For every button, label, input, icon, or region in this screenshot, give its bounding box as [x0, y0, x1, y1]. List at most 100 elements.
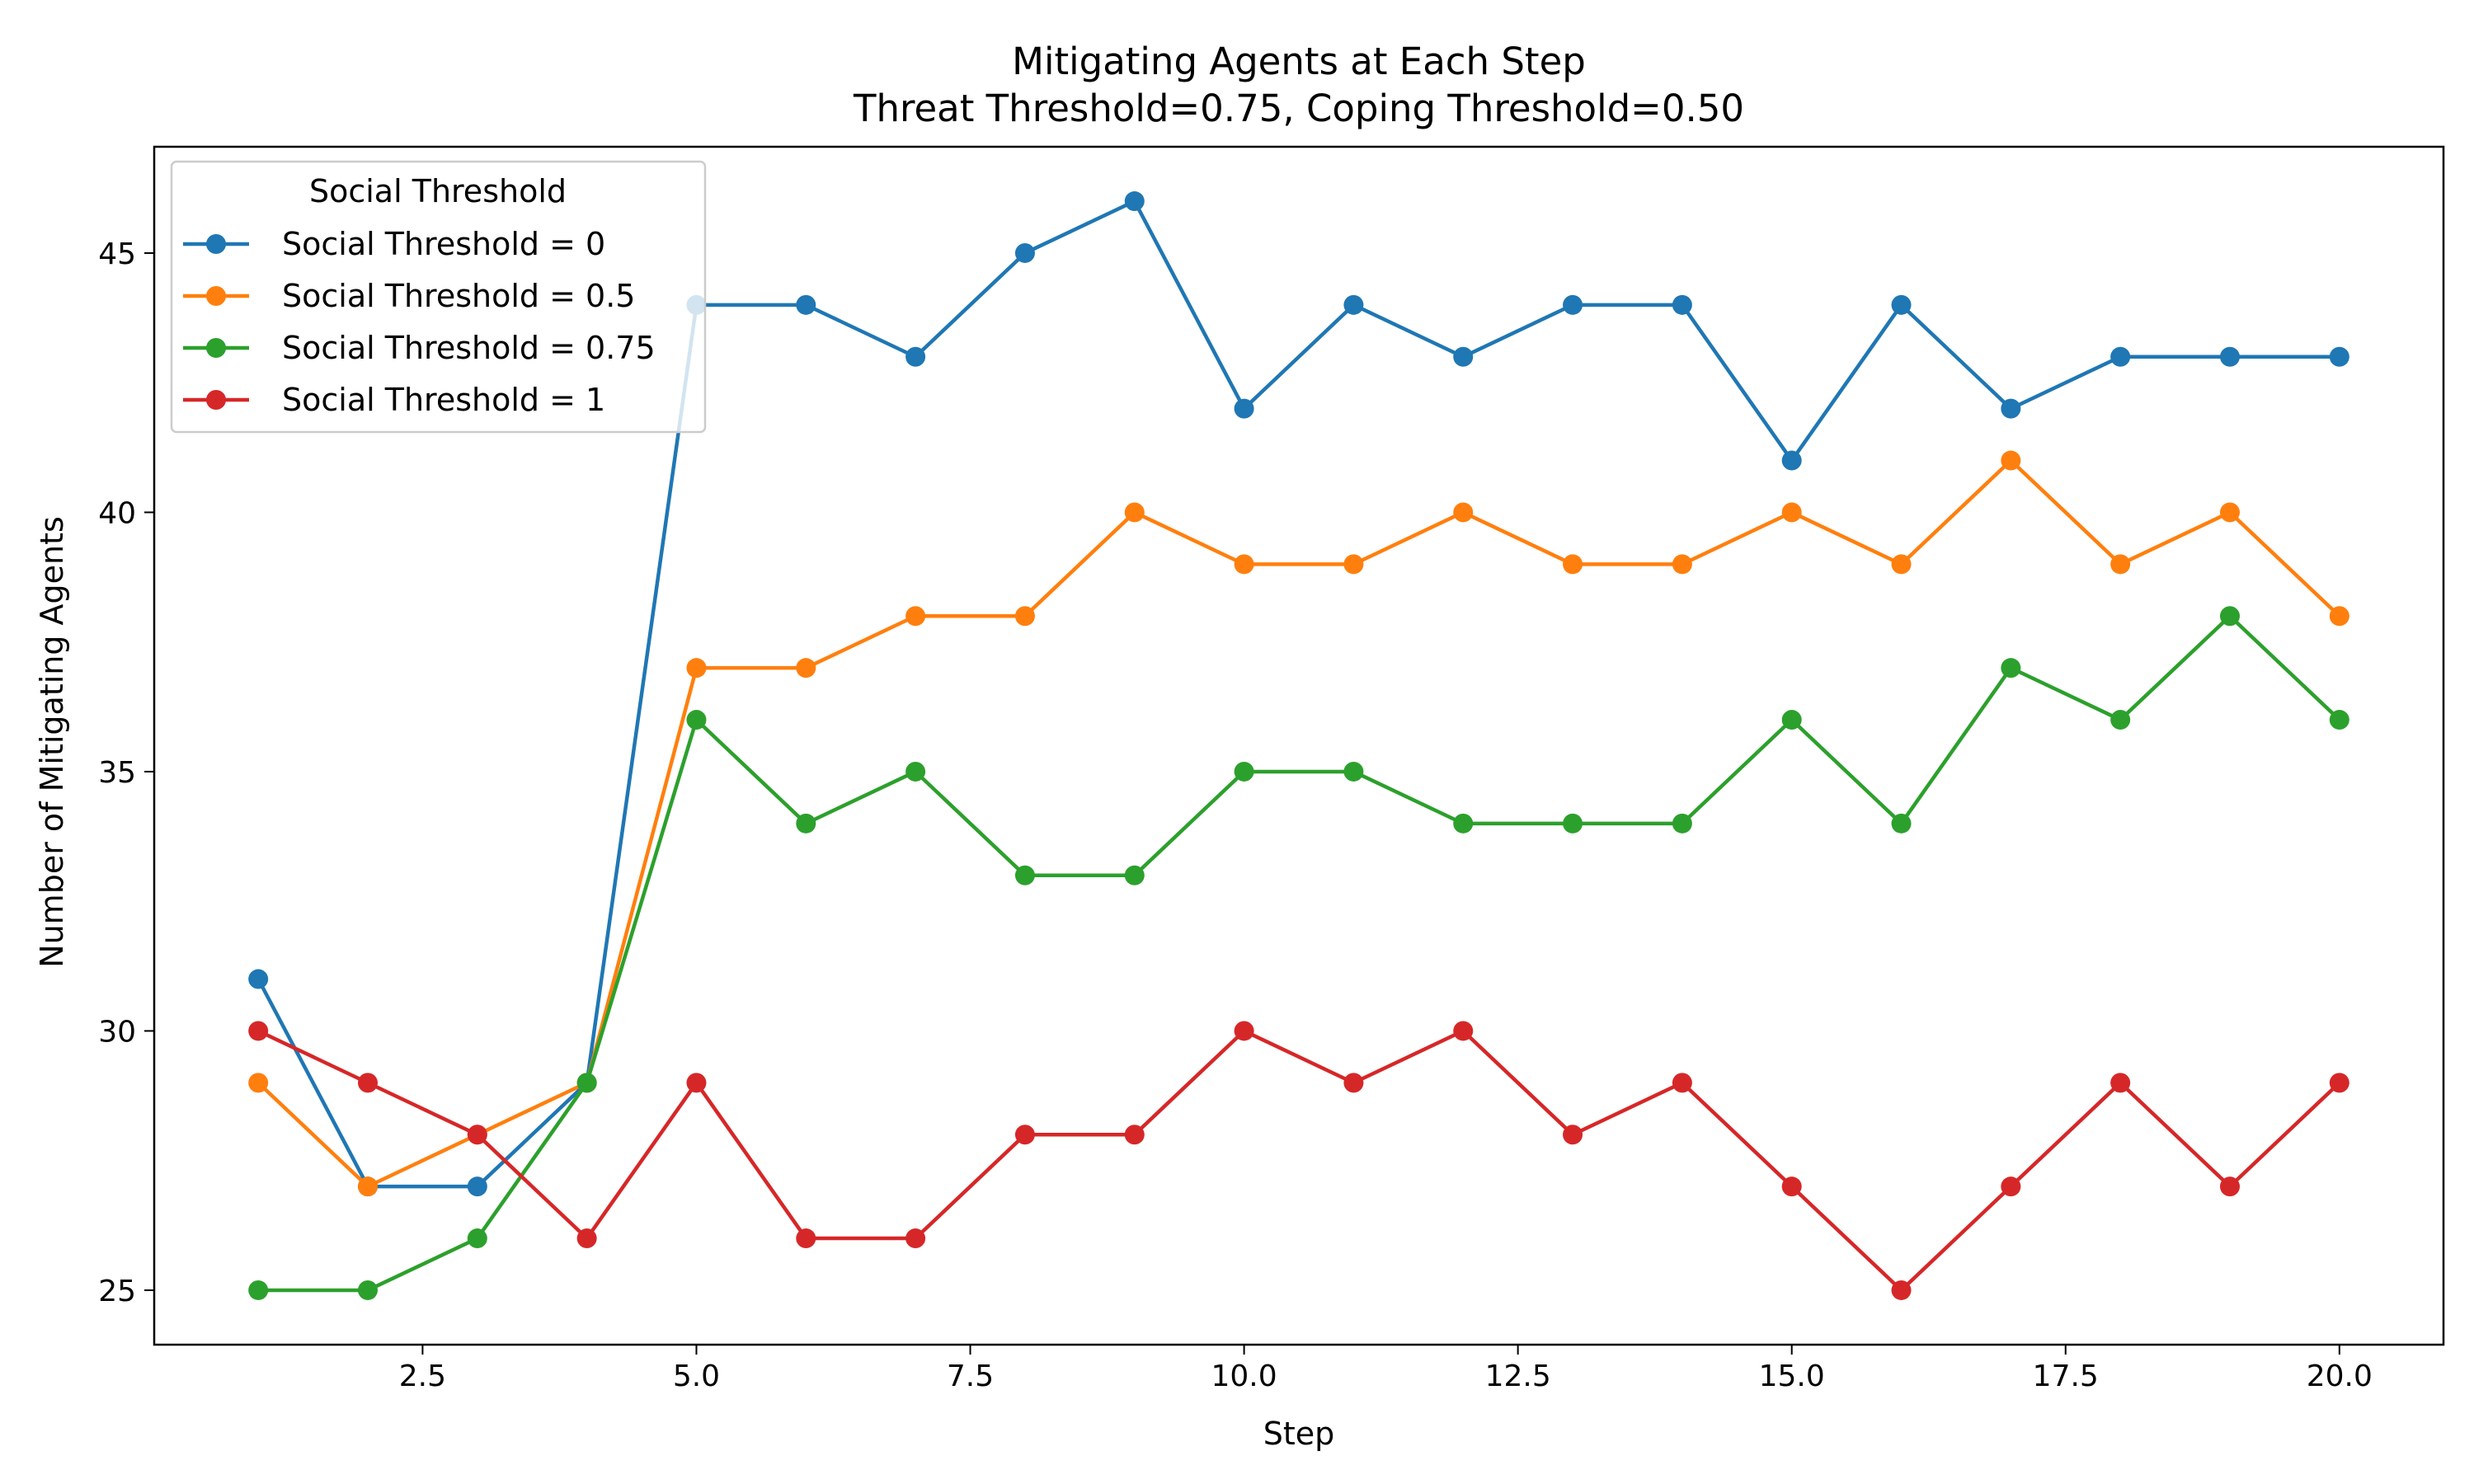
data-point [1781, 1176, 1802, 1197]
data-point [576, 1073, 597, 1093]
legend-entry: Social Threshold = 0 [183, 226, 605, 262]
data-point [248, 1073, 269, 1093]
data-point [2219, 1176, 2240, 1197]
axis-ticks: 2.5 5.0 7.5 10.0 12.5 15.0 17.5 20.0 25 30 35 40 45 [98, 237, 2373, 1393]
x-tick-label: 17.5 [2033, 1360, 2099, 1393]
y-tick-label: 25 [98, 1275, 136, 1308]
data-point [2329, 606, 2349, 627]
legend-marker [206, 234, 226, 254]
y-tick-label: 40 [98, 496, 136, 530]
data-point [1563, 294, 1583, 315]
data-point [2110, 1073, 2131, 1093]
chart-title: Mitigating Agents at Each Step [1012, 40, 1586, 83]
series-line [255, 458, 2343, 1189]
x-tick-label: 12.5 [1485, 1360, 1551, 1393]
x-tick-label: 10.0 [1211, 1360, 1277, 1393]
series-line [256, 199, 2342, 1189]
data-point [796, 658, 816, 679]
data-point [1014, 242, 1035, 263]
data-point [2329, 710, 2349, 730]
data-point [2329, 1073, 2349, 1093]
data-point [1014, 1125, 1035, 1145]
data-point [905, 1228, 926, 1249]
data-point [2001, 450, 2021, 471]
x-axis-label: Step [1263, 1416, 1335, 1452]
data-point [248, 969, 269, 989]
data-point [1234, 554, 1254, 575]
data-point [2001, 1176, 2021, 1197]
data-point [1563, 813, 1583, 834]
legend-label: Social Threshold = 0.75 [282, 330, 656, 366]
data-point [2110, 346, 2131, 367]
data-point [2329, 346, 2349, 367]
data-point [1343, 761, 1364, 782]
data-point [248, 1021, 269, 1041]
legend: Social Threshold Social Threshold = 0Soc… [170, 160, 707, 434]
data-point [1781, 710, 1802, 730]
data-point [467, 1176, 487, 1197]
data-point [796, 294, 816, 315]
data-point [1672, 813, 1692, 834]
data-point [2219, 606, 2240, 627]
data-point [2110, 710, 2131, 730]
series-line [256, 1028, 2343, 1293]
series-3 [248, 1021, 2349, 1300]
data-point [1124, 502, 1145, 523]
data-point [1563, 1125, 1583, 1145]
data-point [2001, 398, 2021, 419]
data-point [1124, 191, 1145, 212]
data-point [1343, 294, 1364, 315]
series-0 [248, 191, 2349, 1197]
data-point [1453, 1021, 1474, 1041]
legend-label: Social Threshold = 1 [282, 382, 605, 418]
data-point [2001, 658, 2021, 679]
data-point [467, 1228, 487, 1249]
data-point [1343, 1073, 1364, 1093]
data-point [1563, 554, 1583, 575]
x-tick-label: 2.5 [399, 1360, 446, 1393]
x-tick-label: 5.0 [673, 1360, 720, 1393]
legend-label: Social Threshold = 0 [282, 226, 605, 262]
data-point [467, 1125, 487, 1145]
plot-area-frame [153, 145, 2445, 1346]
data-point [905, 606, 926, 627]
data-point [1672, 294, 1692, 315]
data-point [686, 710, 707, 730]
y-tick-label: 45 [98, 237, 136, 271]
legend-box [170, 160, 707, 434]
data-point [1453, 346, 1474, 367]
x-tick-label: 7.5 [947, 1360, 994, 1393]
legend-entry: Social Threshold = 0.5 [183, 278, 635, 314]
data-point [1781, 450, 1802, 471]
data-point [2219, 502, 2240, 523]
data-point [358, 1176, 379, 1197]
data-point [1014, 865, 1035, 885]
data-point [686, 1073, 707, 1093]
data-point [905, 761, 926, 782]
data-point [1014, 606, 1035, 627]
data-point [1891, 294, 1912, 315]
chart-subtitle: Threat Threshold=0.75, Coping Threshold=… [853, 87, 1744, 130]
legend-entries: Social Threshold = 0 Social Threshold = 0… [183, 226, 656, 418]
data-point [248, 1280, 269, 1300]
series-2 [248, 606, 2349, 1300]
data-point [796, 813, 816, 834]
data-point [1891, 813, 1912, 834]
data-point [2219, 346, 2240, 367]
data-point [1891, 1280, 1912, 1300]
data-point [686, 658, 707, 679]
legend-marker [206, 286, 226, 306]
legend-label: Social Threshold = 0.5 [282, 278, 635, 314]
legend-entry: Social Threshold = 0.75 [183, 330, 656, 366]
data-point [1781, 502, 1802, 523]
series-layer [248, 191, 2349, 1300]
data-point [358, 1073, 379, 1093]
data-point [1234, 398, 1254, 419]
data-point [1672, 1073, 1692, 1093]
legend-entry: Social Threshold = 1 [183, 382, 605, 418]
data-point [1672, 554, 1692, 575]
legend-title: Social Threshold [309, 173, 567, 209]
data-point [1124, 865, 1145, 885]
